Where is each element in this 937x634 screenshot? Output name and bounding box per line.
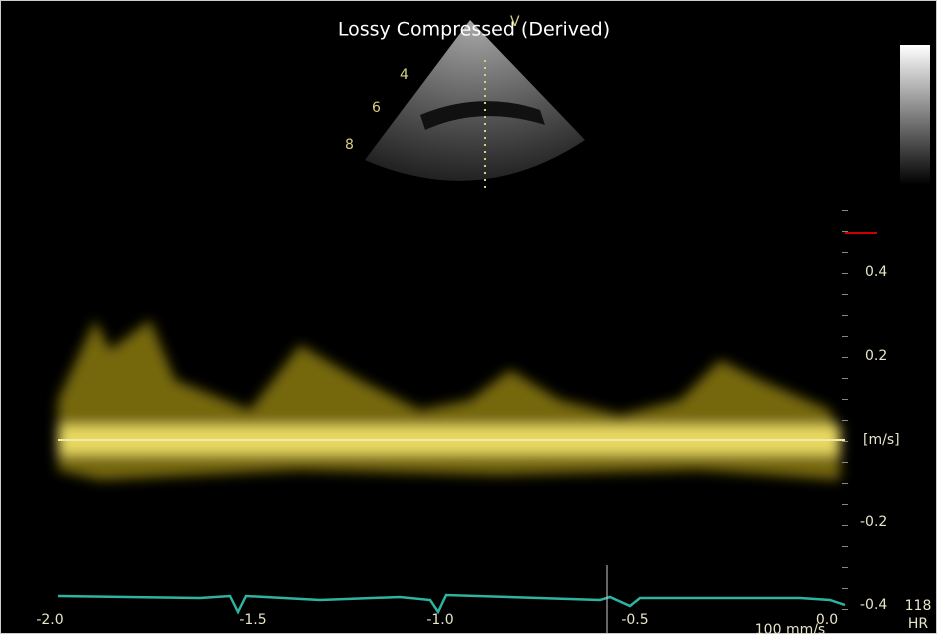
velocity-tick: -0.4 (860, 597, 887, 613)
velocity-tick: 0.4 (865, 264, 887, 280)
sweep-speed: 100 mm/s (755, 622, 825, 634)
time-tick: -1.0 (426, 612, 453, 628)
heart-rate: 118 (905, 598, 932, 614)
depth-label: 6 (372, 100, 381, 116)
title: Lossy Compressed (Derived) (338, 19, 610, 41)
grayscale-bar (900, 45, 930, 185)
time-tick: -1.5 (239, 612, 266, 628)
depth-label: 4 (400, 67, 409, 83)
velocity-unit: [m/s] (863, 432, 900, 448)
ultrasound-screen: V 4 6 8 Lossy Compressed (Derived) 0.4 0… (0, 0, 937, 634)
time-tick: -2.0 (36, 612, 63, 628)
velocity-tick: 0.2 (865, 348, 887, 364)
velocity-tick: -0.2 (860, 514, 887, 530)
time-tick: -0.5 (621, 612, 648, 628)
depth-label: 8 (345, 137, 354, 153)
heart-rate-label: HR (908, 616, 929, 632)
